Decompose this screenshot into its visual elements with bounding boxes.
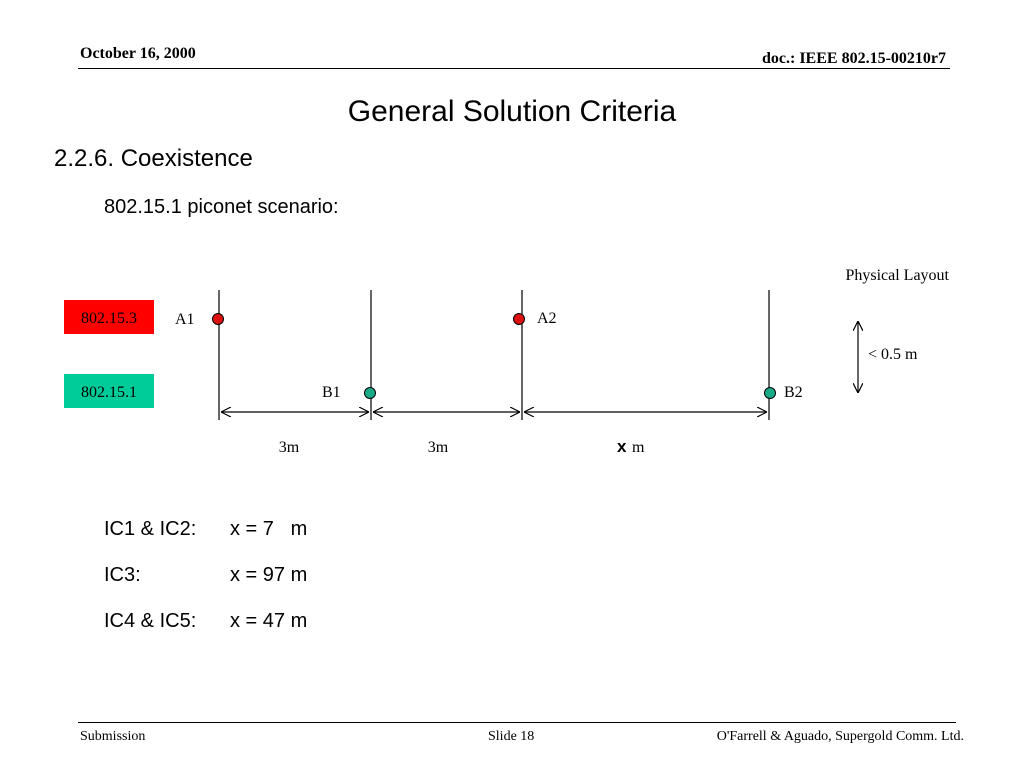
distance-label-2: 3m	[428, 439, 449, 456]
header-doc-id: doc.: IEEE 802.15-00210r7	[762, 50, 946, 67]
case-value: x = 47 m	[230, 610, 308, 632]
subsection-heading: 802.15.1 piconet scenario:	[104, 196, 339, 218]
node-a1	[212, 313, 224, 325]
node-label-a2: A2	[537, 310, 557, 327]
node-label-b2: B2	[784, 384, 803, 401]
case-line-2: IC3: x = 97 m	[104, 564, 307, 587]
distance-variable-x: x	[617, 437, 627, 456]
distance-unit-m: m	[632, 439, 645, 456]
case-value: x = 97 m	[230, 564, 308, 586]
section-heading: 2.2.6. Coexistence	[54, 145, 253, 172]
header-date: October 16, 2000	[80, 45, 196, 62]
legend-label-802-15-1: 802.15.1	[81, 384, 137, 401]
legend-box-802-15-3	[64, 300, 154, 334]
case-line-1: IC1 & IC2: x = 7 m	[104, 518, 307, 541]
footer-rule	[78, 722, 956, 723]
node-label-b1: B1	[322, 384, 341, 401]
footer-slide-number: Slide 18	[488, 729, 535, 744]
header-rule	[78, 68, 950, 69]
node-b2	[764, 387, 776, 399]
case-label: IC1 & IC2:	[104, 518, 197, 540]
node-label-a1: A1	[175, 311, 195, 328]
diagram-heading: Physical Layout	[845, 267, 949, 284]
case-value: x = 7 m	[230, 518, 308, 540]
case-label: IC3:	[104, 564, 141, 586]
legend-box-802-15-1	[64, 374, 154, 408]
legend-label-802-15-3: 802.15.3	[81, 310, 137, 327]
separation-label: < 0.5 m	[868, 346, 918, 363]
slide-title: General Solution Criteria	[347, 95, 677, 128]
node-a2	[513, 313, 525, 325]
distance-label-1: 3m	[279, 439, 300, 456]
case-label: IC4 & IC5:	[104, 610, 197, 632]
footer-submission: Submission	[80, 729, 146, 744]
node-b1	[364, 387, 376, 399]
footer-authors: O'Farrell & Aguado, Supergold Comm. Ltd.	[716, 729, 964, 744]
case-line-3: IC4 & IC5: x = 47 m	[104, 610, 307, 633]
